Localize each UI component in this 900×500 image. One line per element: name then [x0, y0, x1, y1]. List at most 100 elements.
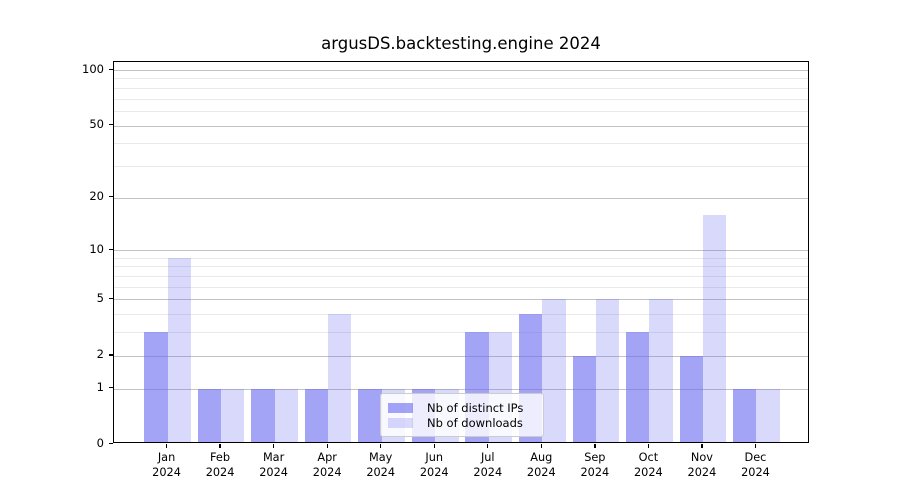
x-tick-month: May: [369, 451, 393, 464]
legend-label: Nb of downloads: [427, 415, 523, 430]
x-tick-mark: [380, 443, 382, 448]
y-tick-label: 10: [89, 241, 104, 256]
x-tick-month: Jul: [480, 451, 495, 464]
bar-downloads: [649, 299, 673, 442]
minor-gridline: [114, 165, 808, 167]
y-tick-mark: [108, 387, 113, 389]
x-tick-label: Feb 2024: [190, 451, 250, 480]
bar-downloads: [328, 314, 352, 442]
bar-distinct-ips: [626, 332, 650, 442]
bar-distinct-ips: [358, 388, 382, 442]
y-tick-mark: [108, 354, 113, 356]
major-gridline: [114, 70, 808, 71]
x-tick-mark: [647, 443, 650, 448]
x-tick-label: Dec 2024: [725, 451, 785, 480]
major-gridline: [114, 250, 808, 252]
y-tick-mark: [108, 68, 113, 70]
legend-swatch-distinct-ips: [388, 402, 413, 413]
x-tick-month: Apr: [317, 451, 337, 464]
x-tick-mark: [219, 443, 221, 448]
minor-gridline: [114, 286, 808, 288]
bar-downloads: [595, 299, 620, 442]
major-gridline: [114, 388, 808, 390]
y-tick-label: 1: [96, 380, 104, 395]
y-tick-label: 20: [89, 189, 104, 204]
x-tick-mark: [487, 443, 489, 448]
legend-row: Nb of distinct IPs: [388, 400, 535, 415]
x-tick-label: Mar 2024: [244, 451, 304, 480]
x-tick-year: 2024: [312, 465, 342, 479]
y-tick-label: 2: [96, 347, 104, 362]
legend: Nb of distinct IPs Nb of downloads: [380, 393, 544, 437]
x-tick-year: 2024: [259, 465, 288, 479]
x-tick-month: Feb: [210, 451, 231, 464]
x-tick-month: Sep: [584, 451, 606, 464]
y-tick-mark: [108, 248, 113, 250]
y-tick-label: 100: [82, 61, 104, 76]
plot-area: Nb of distinct IPs Nb of downloads: [113, 61, 809, 443]
legend-swatch-downloads: [388, 417, 413, 428]
bar-downloads: [542, 299, 566, 442]
major-gridline: [114, 197, 808, 199]
minor-gridline: [114, 266, 808, 268]
x-tick-year: 2024: [152, 465, 181, 479]
minor-gridline: [114, 98, 808, 100]
y-tick-label: 0: [96, 435, 104, 450]
legend-label: Nb of distinct IPs: [427, 400, 524, 415]
bar-distinct-ips: [197, 388, 222, 442]
x-tick-mark: [540, 443, 542, 448]
x-tick-year: 2024: [205, 465, 235, 479]
x-tick-mark: [165, 443, 168, 448]
chart-title: argusDS.backtesting.engine 2024: [321, 34, 601, 53]
minor-gridline: [114, 78, 808, 80]
minor-gridline: [114, 143, 808, 145]
bar-downloads: [274, 388, 298, 442]
x-tick-year: 2024: [526, 465, 556, 479]
x-tick-label: May 2024: [351, 451, 411, 480]
x-tick-year: 2024: [687, 465, 717, 479]
x-tick-year: 2024: [580, 465, 610, 479]
y-tick-mark: [108, 124, 113, 126]
x-tick-mark: [433, 443, 435, 448]
bar-distinct-ips: [304, 388, 329, 442]
x-tick-mark: [594, 443, 596, 448]
y-tick-label: 5: [96, 290, 104, 305]
bar-downloads: [702, 214, 727, 442]
x-tick-label: Jul 2024: [458, 451, 518, 480]
bar-distinct-ips: [733, 388, 757, 442]
x-tick-mark: [701, 443, 703, 448]
y-tick-label: 50: [89, 117, 104, 132]
bar-distinct-ips: [144, 332, 168, 442]
x-tick-label: Oct 2024: [618, 451, 678, 480]
y-tick-mark: [108, 442, 113, 444]
x-tick-label: Jun 2024: [404, 451, 464, 480]
major-gridline: [114, 355, 808, 357]
minor-gridline: [114, 110, 808, 112]
bar-distinct-ips: [251, 388, 275, 442]
major-gridline: [114, 125, 808, 127]
bar-distinct-ips: [679, 355, 703, 442]
x-tick-month: Oct: [638, 451, 659, 464]
x-tick-month: Aug: [530, 451, 553, 464]
bar-distinct-ips: [572, 355, 596, 442]
x-tick-year: 2024: [634, 465, 663, 479]
x-tick-label: Nov 2024: [672, 451, 732, 480]
x-tick-label: Sep 2024: [565, 451, 625, 480]
x-tick-label: Jan 2024: [137, 451, 197, 480]
x-tick-month: Dec: [744, 451, 767, 464]
x-tick-year: 2024: [473, 465, 503, 479]
x-tick-year: 2024: [419, 465, 449, 479]
x-tick-month: Mar: [262, 451, 285, 464]
minor-gridline: [114, 87, 808, 89]
y-tick-mark: [108, 297, 113, 300]
x-tick-mark: [754, 443, 757, 448]
x-tick-month: Nov: [690, 451, 713, 464]
x-tick-label: Apr 2024: [297, 451, 357, 480]
minor-gridline: [114, 257, 808, 259]
x-tick-mark: [273, 443, 275, 448]
x-tick-month: Jan: [157, 451, 176, 464]
x-tick-mark: [326, 443, 328, 448]
bar-downloads: [167, 257, 191, 442]
minor-gridline: [114, 332, 808, 334]
